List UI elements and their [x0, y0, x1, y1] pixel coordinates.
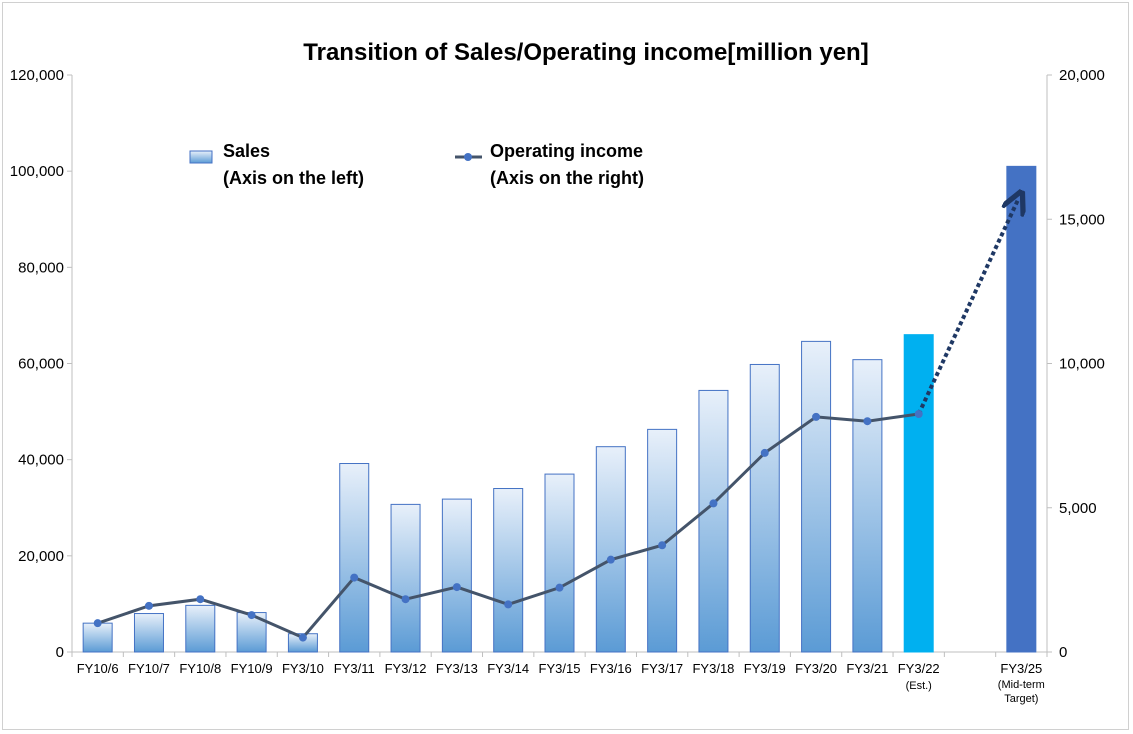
x-tick-label: FY3/10 — [282, 661, 324, 676]
sales-bar — [852, 359, 883, 653]
sales-bar — [133, 613, 164, 653]
operating-income-marker — [555, 583, 564, 592]
operating-income-marker — [350, 573, 359, 582]
y-right-tick-label: 20,000 — [1059, 67, 1105, 84]
legend: Sales (Axis on the left) Operating incom… — [189, 141, 644, 188]
sales-bar — [1006, 165, 1037, 653]
target-trend-arrow — [916, 199, 1019, 415]
y-left-tick-label: 40,000 — [18, 452, 64, 469]
x-tick-label: FY3/13 — [436, 661, 478, 676]
operating-income-marker — [863, 417, 872, 426]
x-tick-label: FY10/8 — [179, 661, 221, 676]
x-tick-label: FY3/20 — [795, 661, 837, 676]
operating-income-marker — [452, 583, 461, 592]
x-tick-label: FY3/15 — [539, 661, 581, 676]
x-tick-label: FY3/14 — [487, 661, 529, 676]
y-left-tick-label: 0 — [56, 644, 64, 661]
sales-bar — [390, 503, 421, 653]
bars-group — [82, 165, 1037, 653]
operating-income-marker — [606, 555, 615, 564]
sales-bar — [801, 340, 832, 653]
sales-bar — [441, 498, 472, 653]
legend-sales-axis-note: (Axis on the left) — [223, 168, 364, 188]
x-tick-note: (Mid-term — [998, 679, 1045, 691]
operating-income-marker — [914, 409, 923, 418]
x-tick-note: (Est.) — [906, 680, 932, 692]
y-left-tick-label: 120,000 — [10, 67, 64, 84]
operating-income-marker — [247, 611, 256, 620]
y-right-tick-label: 5,000 — [1059, 500, 1097, 517]
operating-income-marker — [709, 499, 718, 508]
y-right-tick-label: 10,000 — [1059, 356, 1105, 373]
x-tick-label: FY3/25 — [1000, 661, 1042, 676]
sales-bar — [544, 473, 575, 653]
x-tick-label: FY10/7 — [128, 661, 170, 676]
sales-bar — [493, 488, 524, 653]
legend-sales-swatch — [189, 150, 213, 164]
y-right-tick-label: 15,000 — [1059, 211, 1105, 228]
axes: 0 20,000 40,000 60,000 80,000 100,000 120,000 0… — [10, 67, 1105, 661]
sales-bar — [595, 446, 626, 653]
chart-title: Transition of Sales/Operating income[mil… — [303, 39, 868, 66]
legend-income-marker — [464, 153, 472, 161]
legend-income-label: Operating income — [490, 141, 643, 161]
x-tick-labels: FY10/6 FY10/7 FY10/8 FY10/9 FY3/10 FY3/11 FY3/… — [77, 661, 1045, 705]
sales-bar — [185, 604, 216, 653]
line-group — [93, 199, 1019, 642]
sales-bar — [698, 389, 729, 653]
x-tick-label: FY3/22 — [898, 661, 940, 676]
sales-bar — [647, 428, 678, 653]
operating-income-marker — [401, 595, 410, 604]
x-tick-label: FY3/12 — [385, 661, 427, 676]
legend-sales-label: Sales — [223, 141, 270, 161]
x-tick-label: FY3/21 — [846, 661, 888, 676]
operating-income-marker — [144, 601, 153, 610]
x-tick-label: FY3/19 — [744, 661, 786, 676]
operating-income-marker — [93, 619, 102, 628]
legend-income-axis-note: (Axis on the right) — [490, 168, 644, 188]
operating-income-marker — [504, 600, 513, 609]
sales-bar — [749, 363, 780, 653]
x-tick-label: FY10/6 — [77, 661, 119, 676]
x-tick-note: Target) — [1004, 693, 1038, 705]
y-left-tick-label: 80,000 — [18, 259, 64, 276]
sales-bar — [339, 463, 370, 653]
y-left-tick-label: 100,000 — [10, 163, 64, 180]
x-tick-label: FY3/18 — [692, 661, 734, 676]
x-tick-label: FY3/17 — [641, 661, 683, 676]
operating-income-marker — [298, 633, 307, 642]
y-left-tick-label: 20,000 — [18, 548, 64, 565]
operating-income-marker — [760, 448, 769, 457]
x-tick-label: FY3/16 — [590, 661, 632, 676]
operating-income-marker — [658, 541, 667, 550]
y-left-tick-label: 60,000 — [18, 356, 64, 373]
sales-bar — [903, 334, 934, 653]
operating-income-marker — [196, 595, 205, 604]
operating-income-marker — [812, 412, 821, 421]
x-tick-label: FY3/11 — [334, 661, 375, 676]
sales-bar — [82, 622, 113, 653]
x-tick-label: FY10/9 — [231, 661, 273, 676]
y-right-tick-label: 0 — [1059, 644, 1067, 661]
